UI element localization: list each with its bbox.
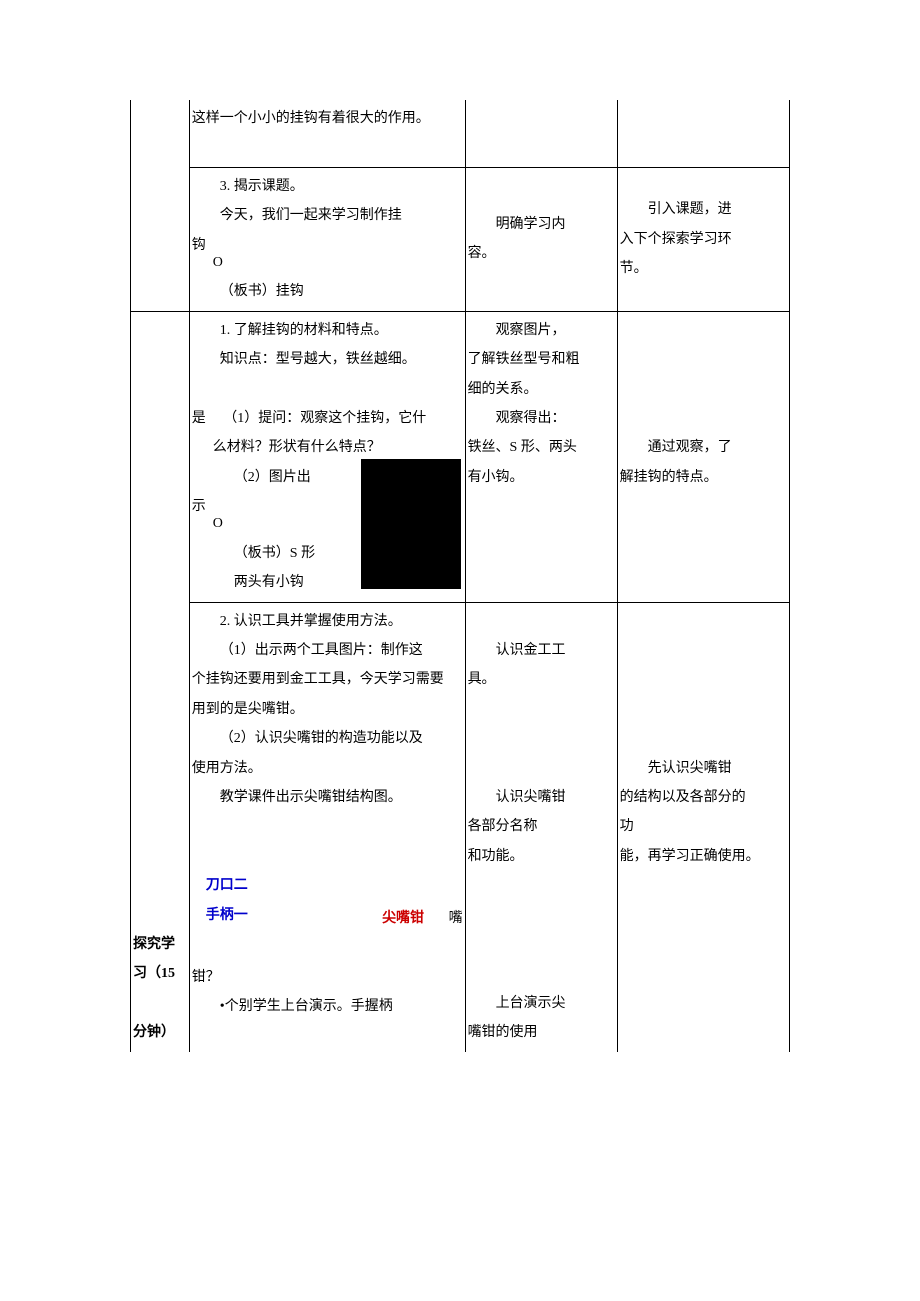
text-line: 嘴钳的使用: [468, 1018, 615, 1047]
text-char: 钩: [192, 238, 206, 253]
text-line: 节。: [620, 254, 787, 283]
text-line: 细的关系。: [468, 375, 615, 404]
text-line: O: [192, 248, 463, 277]
text-line: 今天，我们一起来学习制作挂: [192, 201, 463, 230]
text-line: 上台演示尖: [468, 989, 615, 1018]
text-span: （2）图片出: [234, 470, 311, 485]
content-cell: 2. 认识工具并掌握使用方法。 （1）出示两个工具图片：制作这 个挂钩还要用到金…: [189, 602, 465, 1051]
text-line: 具。: [468, 665, 615, 694]
table-row: 3. 揭示课题。 今天，我们一起来学习制作挂 钩 O （板书）挂钩 明确学习内 …: [131, 167, 790, 311]
text-line: 用到的是尖嘴钳。: [192, 695, 463, 724]
section-cell: [131, 311, 190, 602]
text-line: 1. 了解挂钩的材料和特点。: [192, 316, 463, 345]
diagram-label-blue: 刀口二: [192, 871, 463, 900]
section-label: 分钟）: [133, 1018, 187, 1047]
text-line: 观察图片，: [468, 316, 615, 345]
text-line: 和功能。: [468, 842, 615, 871]
activity-cell: 观察图片， 了解铁丝型号和粗 细的关系。 观察得出： 铁丝、S 形、两头 有小钩…: [465, 311, 617, 602]
text-line: •个别学生上台演示。手握柄: [192, 992, 463, 1021]
section-cell: [131, 100, 190, 167]
text-line: 容。: [468, 239, 615, 268]
text-line: 2. 认识工具并掌握使用方法。: [192, 607, 463, 636]
activity-cell: [465, 100, 617, 167]
content-cell: 3. 揭示课题。 今天，我们一起来学习制作挂 钩 O （板书）挂钩: [189, 167, 465, 311]
text-line: 铁丝、S 形、两头: [468, 433, 615, 462]
text-line: 明确学习内: [468, 210, 615, 239]
activity-cell: 认识金工工 具。 认识尖嘴钳 各部分名称 和功能。 上台演示尖 嘴钳的使用: [465, 602, 617, 1051]
text-line: 先认识尖嘴钳: [620, 754, 787, 783]
text-line: 钳？: [192, 963, 463, 992]
section-label: 习（15: [133, 959, 187, 988]
content-cell: 1. 了解挂钩的材料和特点。 知识点：型号越大，铁丝越细。 是 （1）提问：观察…: [189, 311, 465, 602]
text-line: 功: [620, 812, 787, 841]
text-line: 观察得出：: [468, 404, 615, 433]
content-cell: 这样一个小小的挂钩有着很大的作用。: [189, 100, 465, 167]
text-line: 入下个探索学习环: [620, 225, 787, 254]
table-row: 探究学 习（15 分钟） 2. 认识工具并掌握使用方法。 （1）出示两个工具图片…: [131, 602, 790, 1051]
diagram-label-red: 尖嘴钳: [382, 911, 424, 926]
text-span: （1）提问：观察这个挂钩，它什: [223, 411, 426, 426]
text-line: 通过观察，了: [620, 433, 787, 462]
text-line: （2）认识尖嘴钳的构造功能以及: [192, 724, 463, 753]
intent-cell: 引入课题，进 入下个探索学习环 节。: [617, 167, 789, 311]
text-line: 3. 揭示课题。: [192, 172, 463, 201]
text-line: 的结构以及各部分的: [620, 783, 787, 812]
table-row: 1. 了解挂钩的材料和特点。 知识点：型号越大，铁丝越细。 是 （1）提问：观察…: [131, 311, 790, 602]
text-line: 这样一个小小的挂钩有着很大的作用。: [192, 104, 463, 133]
text-line: 认识金工工: [468, 636, 615, 665]
intent-cell: [617, 100, 789, 167]
text-line: 了解铁丝型号和粗: [468, 345, 615, 374]
text-line: （板书）挂钩: [192, 277, 463, 306]
intent-cell: 先认识尖嘴钳 的结构以及各部分的 功 能，再学习正确使用。: [617, 602, 789, 1051]
section-label: 探究学: [133, 930, 187, 959]
text-line: 各部分名称: [468, 812, 615, 841]
text-line: 能，再学习正确使用。: [620, 842, 787, 871]
text-line: （1）出示两个工具图片：制作这: [192, 636, 463, 665]
text-line: 有小钩。: [468, 463, 615, 492]
table-row: 这样一个小小的挂钩有着很大的作用。: [131, 100, 790, 167]
text-line: 使用方法。: [192, 754, 463, 783]
diagram-label-blue: 手柄一: [206, 908, 248, 923]
intent-cell: 通过观察，了 解挂钩的特点。: [617, 311, 789, 602]
text-char: 是: [192, 411, 206, 426]
text-line: 是 （1）提问：观察这个挂钩，它什: [192, 404, 463, 433]
text-line: 引入课题，进: [620, 195, 787, 224]
image-placeholder: [361, 459, 461, 589]
text-char: 嘴: [449, 911, 463, 926]
activity-cell: 明确学习内 容。: [465, 167, 617, 311]
text-line: 个挂钩还要用到金工工具，今天学习需要: [192, 665, 463, 694]
text-line: 解挂钩的特点。: [620, 463, 787, 492]
section-cell: 探究学 习（15 分钟）: [131, 602, 190, 1051]
text-line: 认识尖嘴钳: [468, 783, 615, 812]
text-line: 教学课件出示尖嘴钳结构图。: [192, 783, 463, 812]
text-line: 知识点：型号越大，铁丝越细。: [192, 345, 463, 374]
section-cell: [131, 167, 190, 311]
text-char: 示: [192, 499, 206, 514]
lesson-plan-table: 这样一个小小的挂钩有着很大的作用。 3. 揭示课题。 今天，我们一起来学习制作挂…: [130, 100, 790, 1052]
